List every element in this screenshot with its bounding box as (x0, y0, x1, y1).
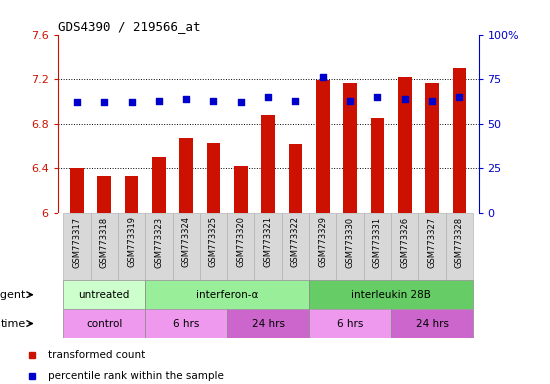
Bar (309, 280, 473, 309)
Bar (173, 213, 200, 280)
Point (318, 74, 327, 81)
Bar (152, 157, 166, 213)
Bar (425, 83, 439, 213)
Bar (91, 213, 118, 280)
Bar (207, 143, 221, 213)
Bar (145, 213, 173, 280)
Point (155, 98, 163, 104)
Point (236, 99, 245, 106)
Bar (179, 138, 193, 213)
Text: time: time (1, 318, 26, 329)
Bar (398, 77, 411, 213)
Bar (282, 213, 309, 280)
Bar (118, 213, 145, 280)
Text: interferon-α: interferon-α (196, 290, 258, 300)
Text: percentile rank within the sample: percentile rank within the sample (48, 371, 224, 381)
Bar (309, 309, 391, 338)
Text: 24 hrs: 24 hrs (252, 318, 285, 329)
Bar (289, 144, 302, 213)
Bar (63, 309, 145, 338)
Point (428, 98, 437, 104)
Text: GSM773319: GSM773319 (127, 217, 136, 268)
Bar (391, 213, 419, 280)
Text: GSM773329: GSM773329 (318, 217, 327, 268)
Text: GSM773317: GSM773317 (73, 217, 81, 268)
Point (100, 99, 108, 106)
Point (73, 99, 81, 106)
Bar (200, 213, 227, 280)
Bar (343, 83, 357, 213)
Text: GSM773320: GSM773320 (236, 217, 245, 268)
Bar (364, 213, 391, 280)
Bar (145, 280, 309, 309)
Bar (391, 309, 473, 338)
Bar (70, 169, 84, 213)
Bar (453, 68, 466, 213)
Text: GSM773331: GSM773331 (373, 217, 382, 268)
Text: GDS4390 / 219566_at: GDS4390 / 219566_at (58, 20, 200, 33)
Text: control: control (86, 318, 123, 329)
Text: GSM773328: GSM773328 (455, 217, 464, 268)
Point (291, 98, 300, 104)
Bar (446, 213, 473, 280)
Point (182, 96, 190, 102)
Bar (419, 213, 446, 280)
Text: interleukin 28B: interleukin 28B (351, 290, 431, 300)
Bar (145, 309, 227, 338)
Text: transformed count: transformed count (48, 350, 145, 360)
Bar (97, 176, 111, 213)
Text: GSM773323: GSM773323 (155, 217, 163, 268)
Point (346, 98, 355, 104)
Text: 24 hrs: 24 hrs (416, 318, 449, 329)
Point (127, 99, 136, 106)
Bar (125, 176, 139, 213)
Text: GSM773326: GSM773326 (400, 217, 409, 268)
Bar (227, 309, 309, 338)
Text: untreated: untreated (79, 290, 130, 300)
Point (264, 94, 273, 100)
Point (373, 94, 382, 100)
Text: GSM773330: GSM773330 (345, 217, 355, 268)
Bar (371, 118, 384, 213)
Text: 6 hrs: 6 hrs (173, 318, 199, 329)
Text: GSM773322: GSM773322 (291, 217, 300, 268)
Bar (309, 213, 337, 280)
Text: GSM773324: GSM773324 (182, 217, 191, 268)
Point (400, 96, 409, 102)
Bar (337, 213, 364, 280)
Bar (227, 213, 255, 280)
Text: GSM773318: GSM773318 (100, 217, 109, 268)
Bar (63, 280, 145, 309)
Text: GSM773327: GSM773327 (427, 217, 437, 268)
Point (209, 98, 218, 104)
Text: GSM773325: GSM773325 (209, 217, 218, 268)
Text: 6 hrs: 6 hrs (337, 318, 364, 329)
Text: GSM773321: GSM773321 (263, 217, 273, 268)
Point (455, 94, 464, 100)
Bar (255, 213, 282, 280)
Bar (63, 213, 91, 280)
Bar (234, 166, 248, 213)
Bar (261, 115, 275, 213)
Bar (316, 80, 329, 213)
Text: agent: agent (0, 290, 26, 300)
